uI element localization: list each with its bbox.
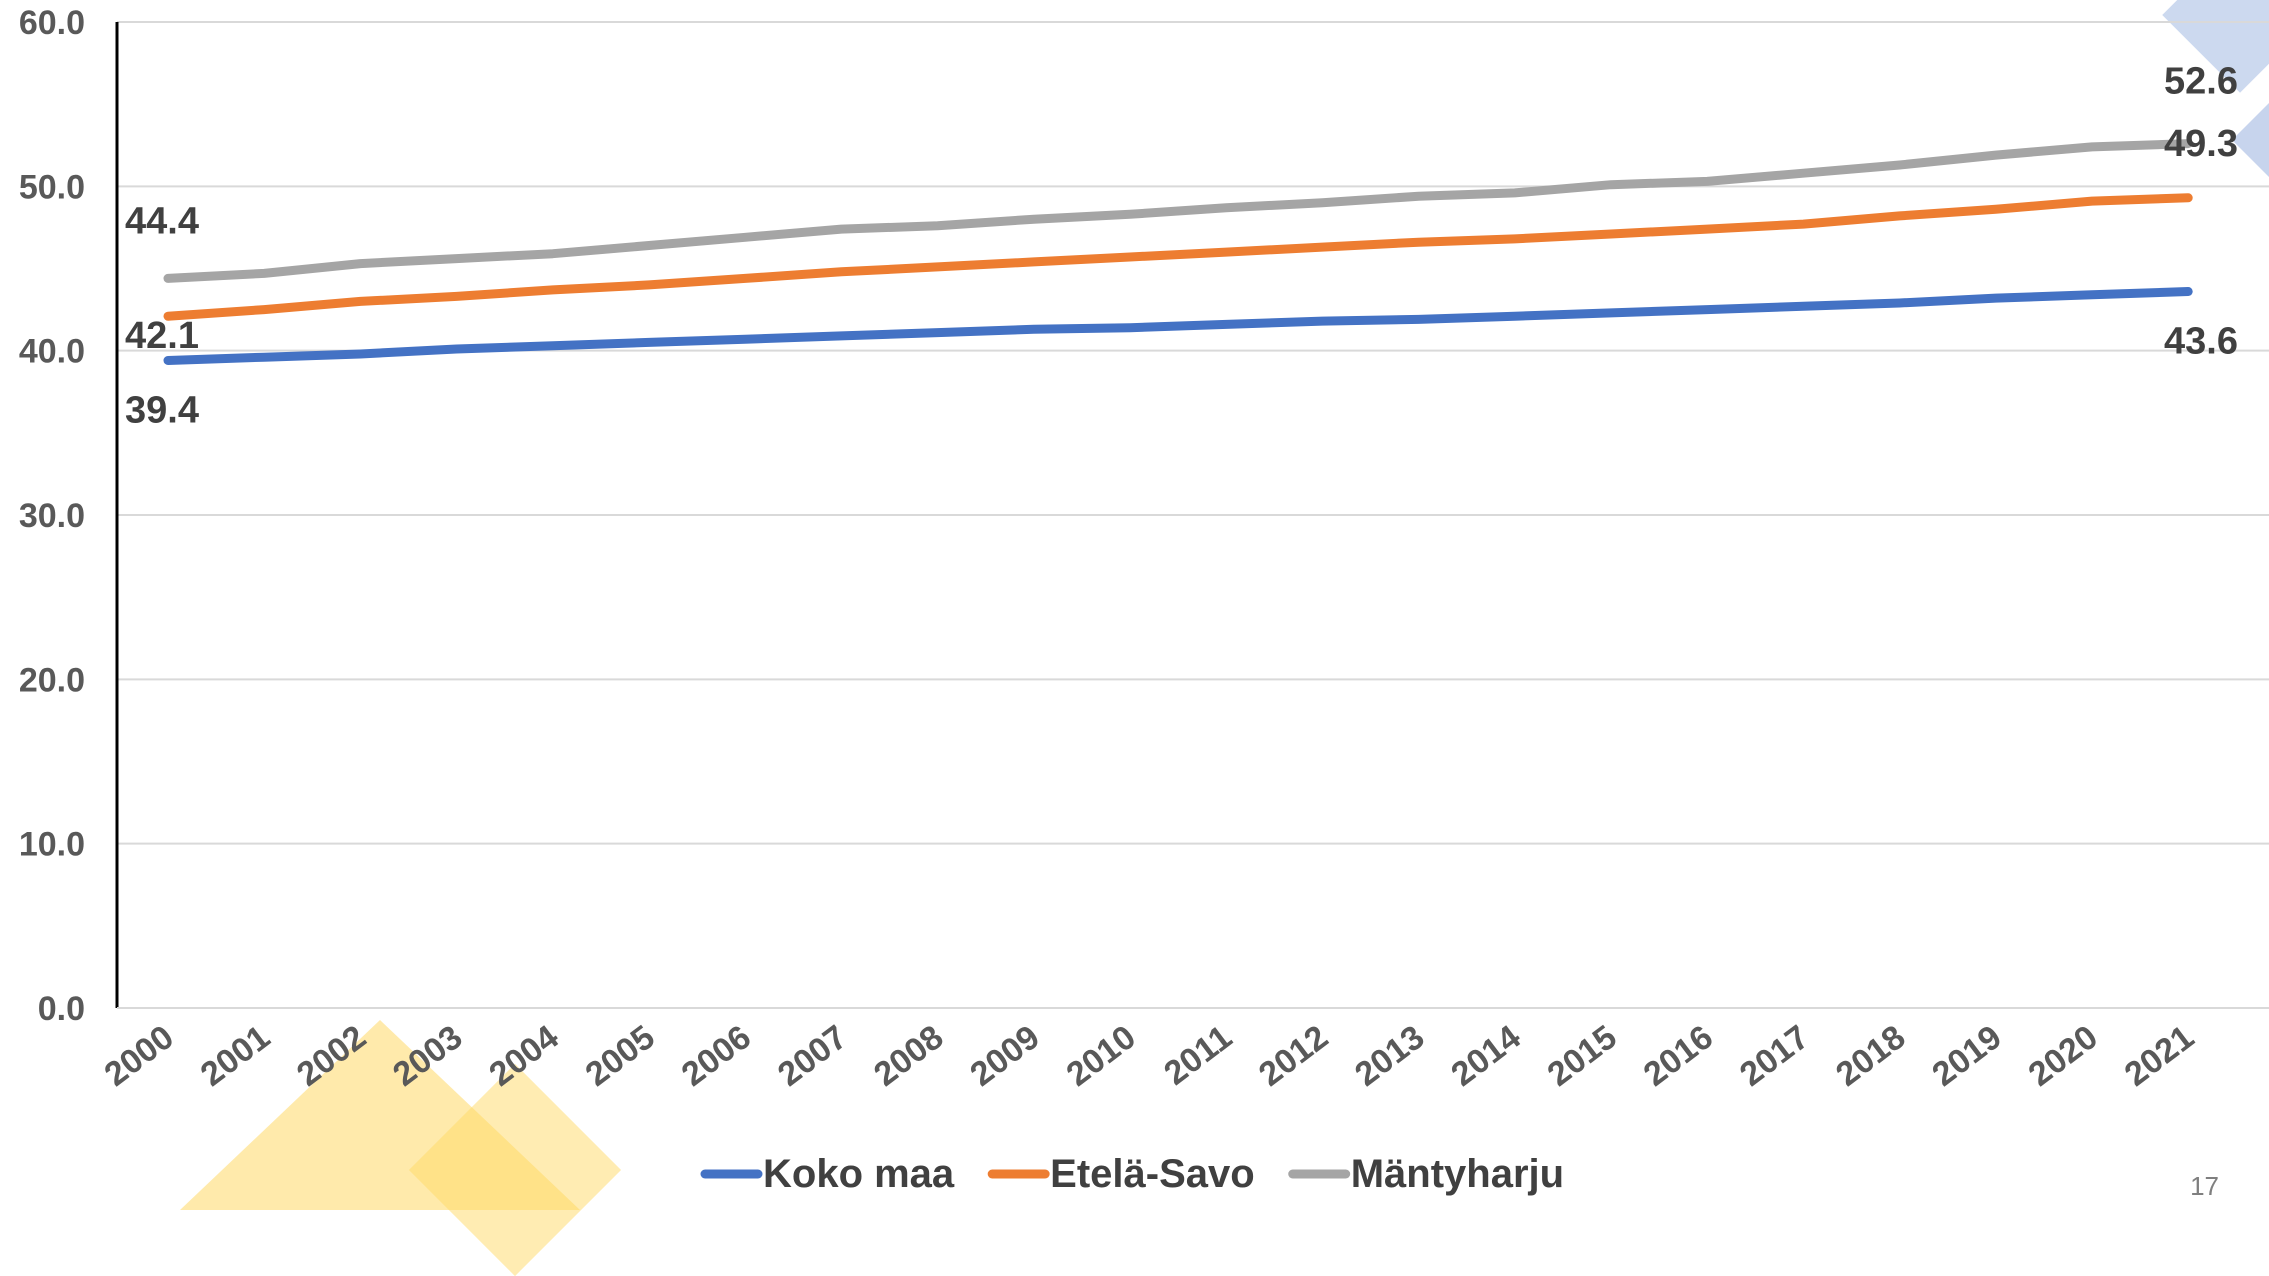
page-number: 17: [2190, 1171, 2219, 1201]
x-tick-label: 2021: [2118, 1018, 2201, 1094]
x-tick-label: 2003: [386, 1018, 469, 1094]
data-label-last: 52.6: [2164, 61, 2238, 103]
series-line-m-ntyharju: [163, 139, 2193, 283]
x-tick-label: 2008: [867, 1018, 950, 1094]
x-tick-label: 2012: [1252, 1018, 1335, 1094]
x-tick-label: 2015: [1541, 1018, 1624, 1094]
x-tick-label: 2009: [963, 1018, 1046, 1094]
y-tick-label: 20.0: [19, 661, 85, 699]
x-tick-label: 2016: [1637, 1018, 1720, 1094]
legend-entry: Etelä-Savo: [1050, 1152, 1255, 1196]
y-tick-label: 50.0: [19, 168, 85, 206]
x-tick-label: 2010: [1060, 1018, 1143, 1094]
x-tick-label: 2005: [579, 1018, 662, 1094]
data-label-last: 43.6: [2164, 321, 2238, 363]
x-tick-label: 2017: [1733, 1018, 1816, 1094]
x-tick-label: 2020: [2022, 1018, 2105, 1094]
x-tick-label: 2018: [1829, 1018, 1912, 1094]
x-tick-label: 2019: [1925, 1018, 2008, 1094]
gridlines: [117, 21, 2269, 845]
x-tick-label: 2004: [482, 1018, 565, 1094]
x-tick-label: 2007: [771, 1018, 854, 1094]
data-label-first: 44.4: [125, 200, 199, 242]
x-tick-label: 2006: [675, 1018, 758, 1094]
data-label-last: 49.3: [2164, 123, 2238, 165]
legend-entry: Koko maa: [763, 1152, 955, 1196]
y-tick-label: 0.0: [38, 990, 85, 1028]
legend-entry: Mäntyharju: [1351, 1152, 1564, 1196]
y-tick-label: 10.0: [19, 826, 85, 864]
y-tick-label: 30.0: [19, 497, 85, 535]
data-label-first: 39.4: [125, 390, 199, 432]
y-tick-label: 40.0: [19, 333, 85, 371]
x-tick-label: 2011: [1157, 1018, 1239, 1093]
series-line-etel-savo: [163, 193, 2193, 321]
x-tick-label: 2013: [1348, 1018, 1431, 1094]
series-line-koko-maa: [163, 287, 2193, 365]
x-tick-label: 2014: [1444, 1018, 1527, 1094]
data-label-first: 42.1: [125, 315, 199, 357]
series-lines: [163, 139, 2193, 365]
y-tick-label: 60.0: [19, 4, 85, 42]
data-labels: 39.4 43.6 42.1 49.3 44.4 52.6: [125, 61, 2238, 432]
x-tick-label: 2001: [194, 1018, 277, 1094]
x-tick-label: 2000: [98, 1018, 181, 1094]
legend: Koko maa Etelä-Savo Mäntyharju: [700, 1152, 1564, 1196]
x-tick-label: 2002: [290, 1018, 373, 1094]
